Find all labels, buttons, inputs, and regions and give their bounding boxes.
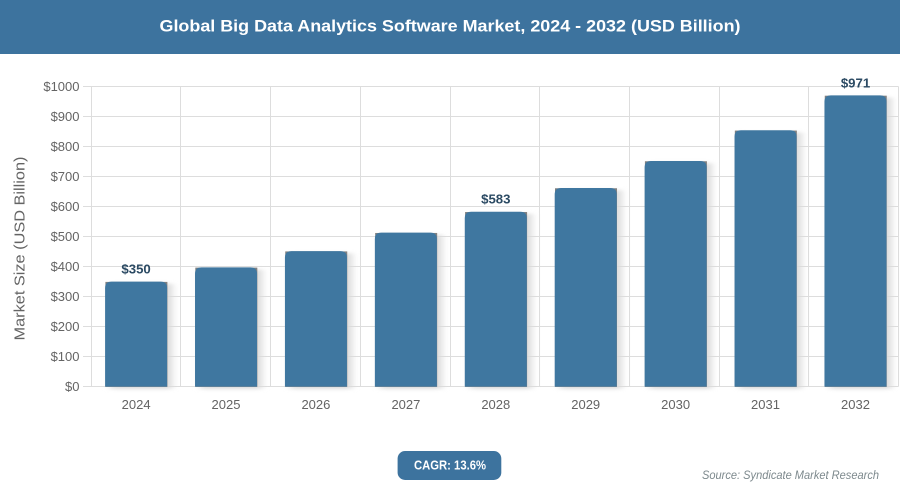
svg-text:$1000: $1000 bbox=[43, 79, 79, 94]
svg-text:2030: 2030 bbox=[661, 397, 690, 412]
svg-text:$0: $0 bbox=[65, 379, 79, 394]
svg-text:Global Big Data Analytics Soft: Global Big Data Analytics Software Marke… bbox=[160, 17, 741, 35]
svg-text:$900: $900 bbox=[51, 109, 80, 124]
svg-text:$700: $700 bbox=[51, 169, 80, 184]
svg-text:$600: $600 bbox=[51, 199, 80, 214]
svg-text:$400: $400 bbox=[51, 259, 80, 274]
svg-text:2025: 2025 bbox=[212, 397, 241, 412]
svg-text:2026: 2026 bbox=[301, 397, 330, 412]
svg-text:$971: $971 bbox=[841, 75, 870, 90]
svg-text:2029: 2029 bbox=[571, 397, 600, 412]
svg-text:CAGR: 13.6%: CAGR: 13.6% bbox=[414, 459, 486, 473]
svg-text:$100: $100 bbox=[51, 349, 80, 364]
svg-text:2031: 2031 bbox=[751, 397, 780, 412]
svg-text:$300: $300 bbox=[51, 289, 80, 304]
svg-text:Source: Syndicate Market Resea: Source: Syndicate Market Research bbox=[702, 468, 879, 482]
svg-text:$350: $350 bbox=[121, 262, 150, 277]
svg-text:$583: $583 bbox=[481, 192, 510, 207]
svg-text:2027: 2027 bbox=[391, 397, 420, 412]
svg-text:2032: 2032 bbox=[841, 397, 870, 412]
svg-text:$200: $200 bbox=[51, 319, 80, 334]
svg-text:2028: 2028 bbox=[481, 397, 510, 412]
svg-text:Market Size (USD Billion): Market Size (USD Billion) bbox=[12, 156, 28, 340]
svg-text:$800: $800 bbox=[51, 139, 80, 154]
svg-text:$500: $500 bbox=[51, 229, 80, 244]
svg-text:2024: 2024 bbox=[122, 397, 151, 412]
